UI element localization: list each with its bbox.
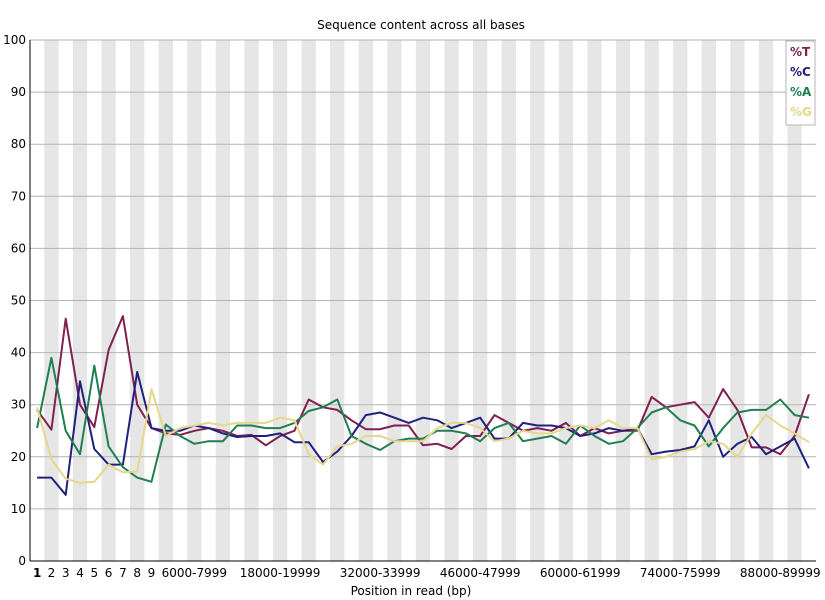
series-line-g: [36, 388, 810, 484]
y-tick-label-100: 100: [3, 33, 26, 47]
series-line-a: [36, 356, 810, 483]
y-tick-label-40: 40: [11, 346, 26, 360]
gridlines: [30, 39, 816, 510]
x-tick-labels: 1 2 3 4 5 6 7 8 9 6000-7999 18000-19999 32000-33999…: [33, 566, 821, 580]
x-tick-label-7: 8: [133, 566, 141, 580]
x-tick-label-13: 60000-61999: [540, 566, 621, 580]
legend-entry-t: %T: [790, 45, 811, 59]
x-tick-label-11: 32000-33999: [340, 566, 421, 580]
axes: [29, 40, 816, 562]
y-tick-label-90: 90: [11, 85, 26, 99]
x-axis-label: Position in read (bp): [351, 584, 472, 598]
legend: %T %C %A %G: [785, 40, 816, 126]
x-tick-label-0: 1: [33, 566, 41, 580]
chart-title: Sequence content across all bases: [317, 18, 525, 32]
legend-entry-c: %C: [790, 65, 811, 79]
legend-entry-g: %G: [790, 105, 812, 119]
x-tick-label-12: 46000-47999: [440, 566, 521, 580]
series-lines: [36, 315, 810, 496]
legend-box: [785, 40, 816, 126]
y-tick-label-80: 80: [11, 137, 26, 151]
x-tick-label-2: 3: [62, 566, 70, 580]
y-tick-label-70: 70: [11, 189, 26, 203]
x-tick-label-6: 7: [119, 566, 127, 580]
x-tick-label-1: 2: [48, 566, 56, 580]
legend-entry-a: %A: [790, 85, 812, 99]
y-tick-label-30: 30: [11, 398, 26, 412]
x-tick-label-14: 74000-75999: [640, 566, 721, 580]
y-tick-label-0: 0: [18, 554, 26, 568]
x-tick-label-4: 5: [90, 566, 98, 580]
x-tick-label-8: 9: [148, 566, 156, 580]
y-tick-label-60: 60: [11, 241, 26, 255]
y-tick-label-50: 50: [11, 294, 26, 308]
x-tick-label-15: 88000-89999: [740, 566, 821, 580]
y-tick-label-10: 10: [11, 502, 26, 516]
y-tick-labels: 0 10 20 30 40 50 60 70 80 90 100: [3, 33, 26, 568]
x-tick-label-3: 4: [76, 566, 84, 580]
x-tick-label-9: 6000-7999: [162, 566, 227, 580]
x-tick-label-10: 18000-19999: [240, 566, 321, 580]
x-tick-label-5: 6: [105, 566, 113, 580]
y-tick-label-20: 20: [11, 450, 26, 464]
series-line-c: [37, 370, 810, 496]
